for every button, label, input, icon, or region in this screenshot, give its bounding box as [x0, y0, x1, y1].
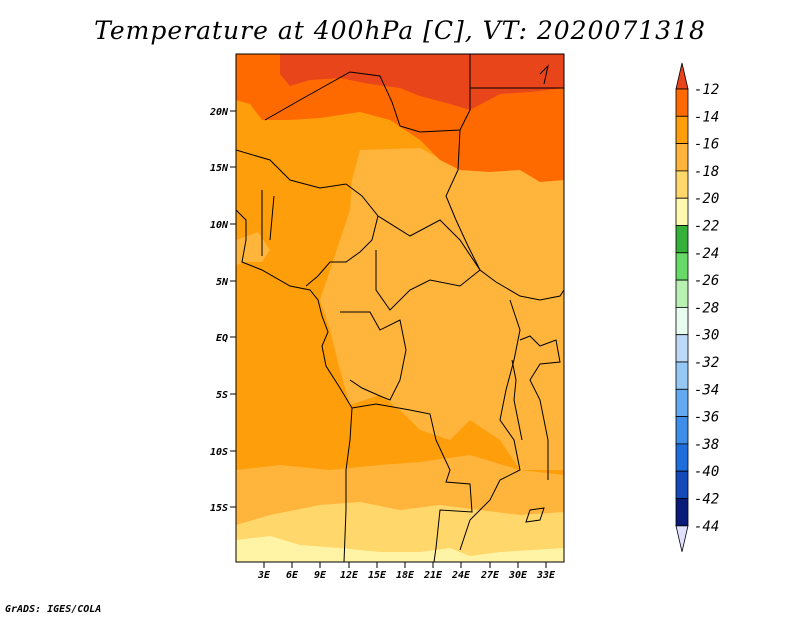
border-car — [375, 215, 481, 311]
colorbar-swatch — [675, 143, 689, 172]
colorbar-swatch — [675, 388, 689, 417]
lon-label-33e: 33E — [536, 570, 556, 581]
colorbar-label: -38 — [694, 437, 719, 453]
colorbar-swatch — [675, 470, 689, 499]
lon-label-27e: 27E — [480, 570, 500, 581]
lon-label-6e: 6E — [286, 570, 299, 581]
lat-label-15s: 15S — [210, 503, 228, 514]
band-minus22-minus20 — [236, 536, 564, 562]
colorbar-label: -22 — [694, 219, 719, 235]
colorbar-label: -44 — [694, 519, 719, 535]
colorbar-bottom-arrow — [675, 525, 689, 552]
border-west-2 — [261, 190, 275, 256]
colorbar-label: -32 — [694, 355, 719, 371]
lat-label-5n: 5N — [216, 277, 229, 288]
lon-label-18e: 18E — [396, 570, 415, 581]
border-drc-east — [459, 299, 521, 551]
coastline-west — [236, 209, 353, 562]
lat-label-10n: 10N — [210, 220, 229, 231]
border-north-1 — [264, 54, 471, 133]
colorbar-label: -36 — [694, 410, 719, 426]
border-east-lakes — [519, 335, 561, 480]
colorbar-swatch — [675, 115, 689, 145]
colorbar-swatch — [675, 416, 689, 445]
lon-label-12e: 12E — [340, 570, 359, 581]
colorbar-label: -26 — [694, 273, 719, 289]
temperature-field — [236, 54, 564, 562]
colorbar-label: -24 — [694, 246, 719, 262]
colorbar-swatch — [675, 88, 689, 117]
latitude-axis: 20N 15N 10N 5N EQ 5S 10S 15S — [209, 107, 236, 514]
map-frame — [235, 53, 565, 563]
colorbar-swatch — [675, 361, 689, 390]
border-congo — [340, 311, 407, 401]
lake-outline-1 — [511, 359, 523, 441]
colorbar-swatch — [675, 197, 689, 226]
border-angola — [351, 403, 473, 562]
colorbar-swatch — [675, 225, 689, 254]
lon-label-21e: 21E — [423, 570, 443, 581]
lat-label-15n: 15N — [210, 163, 229, 174]
lake-outline-3 — [539, 64, 549, 85]
lat-label-20n: 20N — [209, 107, 229, 118]
lon-label-24e: 24E — [451, 570, 471, 581]
lake-outline-2 — [525, 507, 545, 523]
colorbar-top-arrow — [675, 62, 689, 90]
colorbar-label: -28 — [694, 300, 719, 316]
borders — [236, 54, 564, 562]
lat-label-5s: 5S — [216, 390, 228, 401]
colorbar: -12 -14 -16 -18 -20 -22 -24 -26 -28 -30 -32 -34 -36 -… — [675, 62, 719, 552]
band-above-minus12 — [280, 54, 564, 110]
colorbar-label: -16 — [694, 137, 719, 153]
colorbar-label: -34 — [694, 382, 719, 398]
colorbar-label: -20 — [694, 191, 719, 207]
colorbar-swatch — [675, 334, 689, 363]
colorbar-swatch — [675, 443, 689, 472]
colorbar-swatch — [675, 279, 689, 308]
lon-label-3e: 3E — [257, 570, 271, 581]
lon-label-9e: 9E — [314, 570, 327, 581]
colorbar-label: -18 — [694, 164, 719, 180]
colorbar-label: -40 — [694, 464, 719, 480]
colorbar-swatch — [675, 252, 689, 281]
colorbar-swatch — [675, 170, 689, 199]
lat-label-10s: 10S — [210, 447, 228, 458]
band-minus18-minus16-central — [320, 148, 564, 470]
chart-title: Temperature at 400hPa [C], VT: 202007131… — [94, 16, 706, 45]
colorbar-swatch — [675, 498, 689, 527]
colorbar-label: -12 — [694, 82, 719, 98]
colorbar-label: -14 — [694, 109, 719, 125]
colorbar-swatch — [675, 306, 689, 336]
lat-label-eq: EQ — [216, 333, 228, 344]
colorbar-label: -42 — [694, 492, 719, 508]
colorbar-label: -30 — [694, 328, 719, 344]
border-sudan — [495, 281, 564, 301]
lon-label-15e: 15E — [368, 570, 387, 581]
credit-text: GrADS: IGES/COLA — [5, 604, 102, 615]
lon-label-30e: 30E — [508, 570, 528, 581]
longitude-axis: 3E 6E 9E 12E 15E 18E 21E 24E 27E 30E 33E — [257, 562, 556, 581]
